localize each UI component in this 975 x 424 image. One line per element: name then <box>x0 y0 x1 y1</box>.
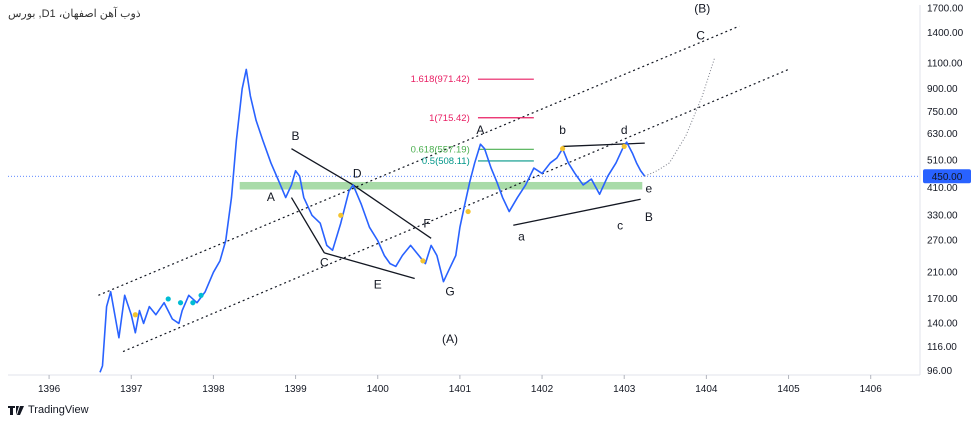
wave-label: E <box>374 277 382 291</box>
projection-path <box>644 57 716 177</box>
signal-marker <box>177 300 184 306</box>
y-tick-label: 750.00 <box>927 107 958 118</box>
y-tick-label: 1700.00 <box>927 4 964 15</box>
x-tick-label: 1400 <box>367 384 390 395</box>
channel-upper-line <box>98 25 740 296</box>
y-tick-label: 116.00 <box>927 342 957 353</box>
wave-label: A <box>267 190 275 204</box>
wave-label: (B) <box>694 1 710 15</box>
wedge-upper-left <box>291 148 354 186</box>
y-tick-label: 410.00 <box>927 183 958 194</box>
x-tick-label: 1396 <box>38 384 61 395</box>
y-tick-label: 270.00 <box>927 236 958 247</box>
last-price-label: 450.00 <box>932 172 963 183</box>
x-tick-label: 1406 <box>860 384 883 395</box>
wave-label: B <box>292 129 300 143</box>
wave-label: (A) <box>442 332 458 346</box>
tradingview-logo-icon <box>8 404 24 416</box>
fib-level-label: 0.5(508.11) <box>422 156 470 167</box>
signal-marker <box>621 143 627 150</box>
wave-label: A <box>476 123 484 137</box>
y-tick-label: 170.00 <box>927 294 958 305</box>
signal-marker <box>420 258 426 264</box>
x-tick-label: 1397 <box>120 384 143 395</box>
wave-label: D <box>353 167 362 181</box>
wave-label: F <box>423 216 430 230</box>
tradingview-label: TradingView <box>28 404 89 416</box>
y-tick-label: 1400.00 <box>927 28 964 39</box>
wedge-lower-right <box>324 252 415 280</box>
y-tick-label: 330.00 <box>927 210 958 221</box>
wave-label: d <box>621 123 628 137</box>
triangle-lower-line <box>513 198 641 226</box>
x-tick-label: 1398 <box>202 384 225 395</box>
y-tick-label: 510.00 <box>927 155 958 166</box>
signal-marker <box>132 312 138 318</box>
signal-marker <box>559 146 566 152</box>
chart-title: بورس ,Dذوب آهن اصفهان، 1 <box>8 8 141 20</box>
fib-level-label: 0.618(557.19) <box>411 144 470 155</box>
support-zone <box>239 181 643 190</box>
y-tick-label: 630.00 <box>927 129 958 140</box>
y-tick-label: 96.00 <box>927 366 952 377</box>
x-tick-label: 1403 <box>613 384 636 395</box>
signal-marker <box>465 208 471 215</box>
x-tick-label: 1402 <box>531 384 554 395</box>
wave-label: a <box>518 230 525 244</box>
y-tick-label: 210.00 <box>927 267 958 278</box>
signal-marker <box>198 292 204 298</box>
fib-level-label: 1.618(971.42) <box>411 74 470 85</box>
signal-marker <box>165 296 171 302</box>
triangle-upper-line <box>562 142 645 148</box>
wave-label: e <box>646 182 653 196</box>
wave-label: c <box>617 218 623 232</box>
price-series-line <box>99 68 646 373</box>
y-tick-label: 140.00 <box>927 318 958 329</box>
wave-label: B <box>645 210 653 224</box>
channel-lower-line <box>122 68 789 353</box>
tradingview-brand[interactable]: TradingView <box>8 404 89 416</box>
y-tick-label: 900.00 <box>927 84 958 95</box>
wedge-upper-right <box>352 184 432 239</box>
x-tick-label: 1399 <box>284 384 307 395</box>
x-tick-label: 1405 <box>777 384 800 395</box>
last-price-tag <box>923 169 971 184</box>
x-tick-label: 1401 <box>449 384 472 395</box>
wave-label: C <box>320 255 329 269</box>
x-tick-label: 1404 <box>695 384 718 395</box>
signal-marker <box>190 300 196 306</box>
signal-marker <box>338 212 344 218</box>
wave-label: b <box>559 123 566 137</box>
wave-label: C <box>696 29 705 43</box>
wedge-lower-left <box>290 197 325 254</box>
y-tick-label: 1100.00 <box>927 59 963 70</box>
wave-label: G <box>445 284 454 298</box>
fib-level-label: 1(715.42) <box>429 113 470 124</box>
